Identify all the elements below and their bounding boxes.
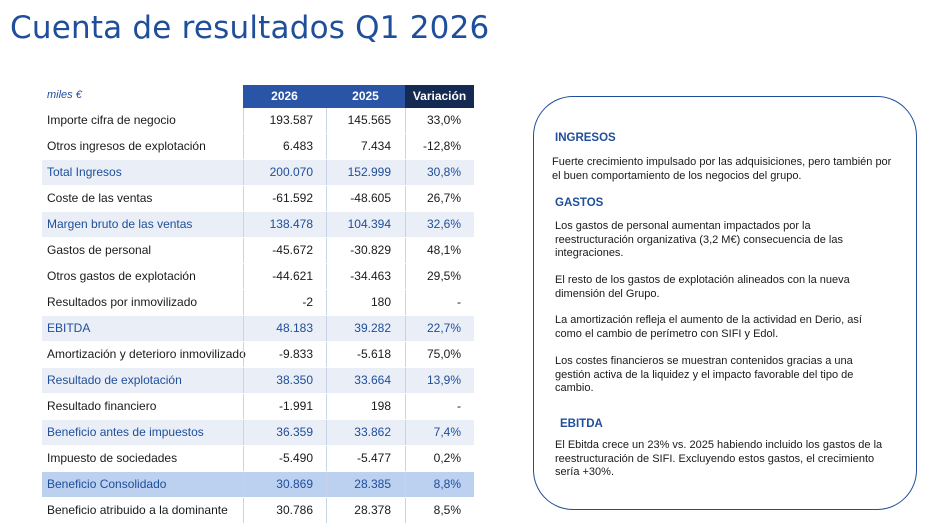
table-row: Total Ingresos 200.070 152.999 30,8% xyxy=(42,160,474,186)
value-2025: -5.618 xyxy=(326,342,405,367)
table-row: Margen bruto de las ventas 138.478 104.394… xyxy=(42,212,474,238)
value-variation: - xyxy=(405,394,474,419)
commentary-box: INGRESOS Fuerte crecimiento impulsado po… xyxy=(533,96,917,510)
table-header: miles € 2026 2025 Variación xyxy=(42,85,474,108)
value-2026: -44.621 xyxy=(243,264,326,289)
row-label: Amortización y deterioro inmovilizado xyxy=(47,347,246,361)
table-row: Resultado de explotación 38.350 33.664 13,9… xyxy=(42,368,474,394)
value-2026: -61.592 xyxy=(243,186,326,211)
table-row: Beneficio Consolidado 30.869 28.385 8,8% xyxy=(42,472,474,498)
value-2026: 38.350 xyxy=(243,368,326,393)
row-label: Beneficio atribuido a la dominante xyxy=(47,503,228,517)
gastos-paragraph-1: Los gastos de personal aumentan impactad… xyxy=(555,220,843,259)
table-row: Otros ingresos de explotación 6.483 7.434-… xyxy=(42,134,474,160)
value-2025: 39.282 xyxy=(326,316,405,341)
gastos-heading: GASTOS xyxy=(555,197,604,209)
value-2026: 193.587 xyxy=(243,108,326,133)
ingresos-text: Fuerte crecimiento impulsado por las adq… xyxy=(552,156,892,182)
units-label: miles € xyxy=(47,89,82,101)
value-variation: 29,5% xyxy=(405,264,474,289)
value-2026: -45.672 xyxy=(243,238,326,263)
row-label: Resultados por inmovilizado xyxy=(47,295,198,309)
value-2026: 36.359 xyxy=(243,420,326,445)
value-variation: 22,7% xyxy=(405,316,474,341)
value-2026: -5.490 xyxy=(243,446,326,471)
table-row: Resultado financiero -1.991 198- xyxy=(42,394,474,420)
value-2025: -30.829 xyxy=(326,238,405,263)
value-2025: 152.999 xyxy=(326,160,405,185)
value-variation: - xyxy=(405,290,474,315)
value-variation: 33,0% xyxy=(405,108,474,133)
table-row: Gastos de personal -45.672 -30.829 48,1% xyxy=(42,238,474,264)
value-2025: 33.664 xyxy=(326,368,405,393)
value-2026: -2 xyxy=(243,290,326,315)
value-2026: -1.991 xyxy=(243,394,326,419)
value-2026: 30.869 xyxy=(243,472,326,497)
value-variation: 8,5% xyxy=(405,498,474,523)
value-variation: 0,2% xyxy=(405,446,474,471)
value-variation: 30,8% xyxy=(405,160,474,185)
row-label: Margen bruto de las ventas xyxy=(47,217,193,231)
row-label: Impuesto de sociedades xyxy=(47,451,178,465)
table-row: Beneficio antes de impuestos 36.359 33.862… xyxy=(42,420,474,446)
row-label: Gastos de personal xyxy=(47,243,152,257)
value-2025: 28.385 xyxy=(326,472,405,497)
value-variation: 26,7% xyxy=(405,186,474,211)
value-2026: 138.478 xyxy=(243,212,326,237)
column-header-variation: Variación xyxy=(405,85,474,108)
row-label: Beneficio Consolidado xyxy=(47,477,167,491)
ebitda-text: El Ebitda crece un 23% vs. 2025 habiendo… xyxy=(555,439,883,478)
row-label: Total Ingresos xyxy=(47,165,122,179)
row-label: Otros gastos de explotación xyxy=(47,269,196,283)
value-2026: -9.833 xyxy=(243,342,326,367)
row-label: Resultado financiero xyxy=(47,399,157,413)
row-label: EBITDA xyxy=(47,321,91,335)
value-variation: 48,1% xyxy=(405,238,474,263)
value-2025: 180 xyxy=(326,290,405,315)
table-row: Otros gastos de explotación -44.621 -34.46… xyxy=(42,264,474,290)
column-header-2026: 2026 xyxy=(243,85,326,108)
row-label: Resultado de explotación xyxy=(47,373,182,387)
row-label: Otros ingresos de explotación xyxy=(47,139,206,153)
value-2025: 104.394 xyxy=(326,212,405,237)
value-2025: -48.605 xyxy=(326,186,405,211)
value-2026: 6.483 xyxy=(243,134,326,159)
value-2025: 198 xyxy=(326,394,405,419)
table-row: EBITDA 48.183 39.282 22,7% xyxy=(42,316,474,342)
value-2025: 33.862 xyxy=(326,420,405,445)
value-2025: -5.477 xyxy=(326,446,405,471)
value-variation: 8,8% xyxy=(405,472,474,497)
gastos-paragraph-3: La amortización refleja el aumento de la… xyxy=(555,314,862,340)
page-title: Cuenta de resultados Q1 2026 xyxy=(10,10,490,46)
table-row: Amortización y deterioro inmovilizado -9.… xyxy=(42,342,474,368)
value-variation: 32,6% xyxy=(405,212,474,237)
value-2025: 145.565 xyxy=(326,108,405,133)
value-2026: 30.786 xyxy=(243,498,326,523)
table-row: Coste de las ventas -61.592 -48.605 26,7% xyxy=(42,186,474,212)
value-2025: 7.434 xyxy=(326,134,405,159)
table-body: Importe cifra de negocio 193.587 145.565 33… xyxy=(42,108,474,524)
gastos-paragraph-2: El resto de los gastos de explotación al… xyxy=(555,274,850,300)
gastos-paragraph-4: Los costes financieros se muestran conte… xyxy=(555,355,854,394)
table-row: Beneficio atribuido a la dominante 30.786… xyxy=(42,498,474,524)
value-2025: -34.463 xyxy=(326,264,405,289)
value-variation: 75,0% xyxy=(405,342,474,367)
ebitda-heading: EBITDA xyxy=(560,418,603,430)
value-2026: 48.183 xyxy=(243,316,326,341)
table-row: Resultados por inmovilizado -2 180- xyxy=(42,290,474,316)
value-variation: -12,8% xyxy=(405,134,474,159)
value-variation: 7,4% xyxy=(405,420,474,445)
value-2026: 200.070 xyxy=(243,160,326,185)
table-row: Impuesto de sociedades -5.490 -5.477 0,2% xyxy=(42,446,474,472)
ingresos-heading: INGRESOS xyxy=(555,132,616,144)
row-label: Beneficio antes de impuestos xyxy=(47,425,204,439)
value-variation: 13,9% xyxy=(405,368,474,393)
table-row: Importe cifra de negocio 193.587 145.565 33… xyxy=(42,108,474,134)
row-label: Coste de las ventas xyxy=(47,191,153,205)
row-label: Importe cifra de negocio xyxy=(47,113,176,127)
value-2025: 28.378 xyxy=(326,498,405,523)
column-header-2025: 2025 xyxy=(326,85,405,108)
